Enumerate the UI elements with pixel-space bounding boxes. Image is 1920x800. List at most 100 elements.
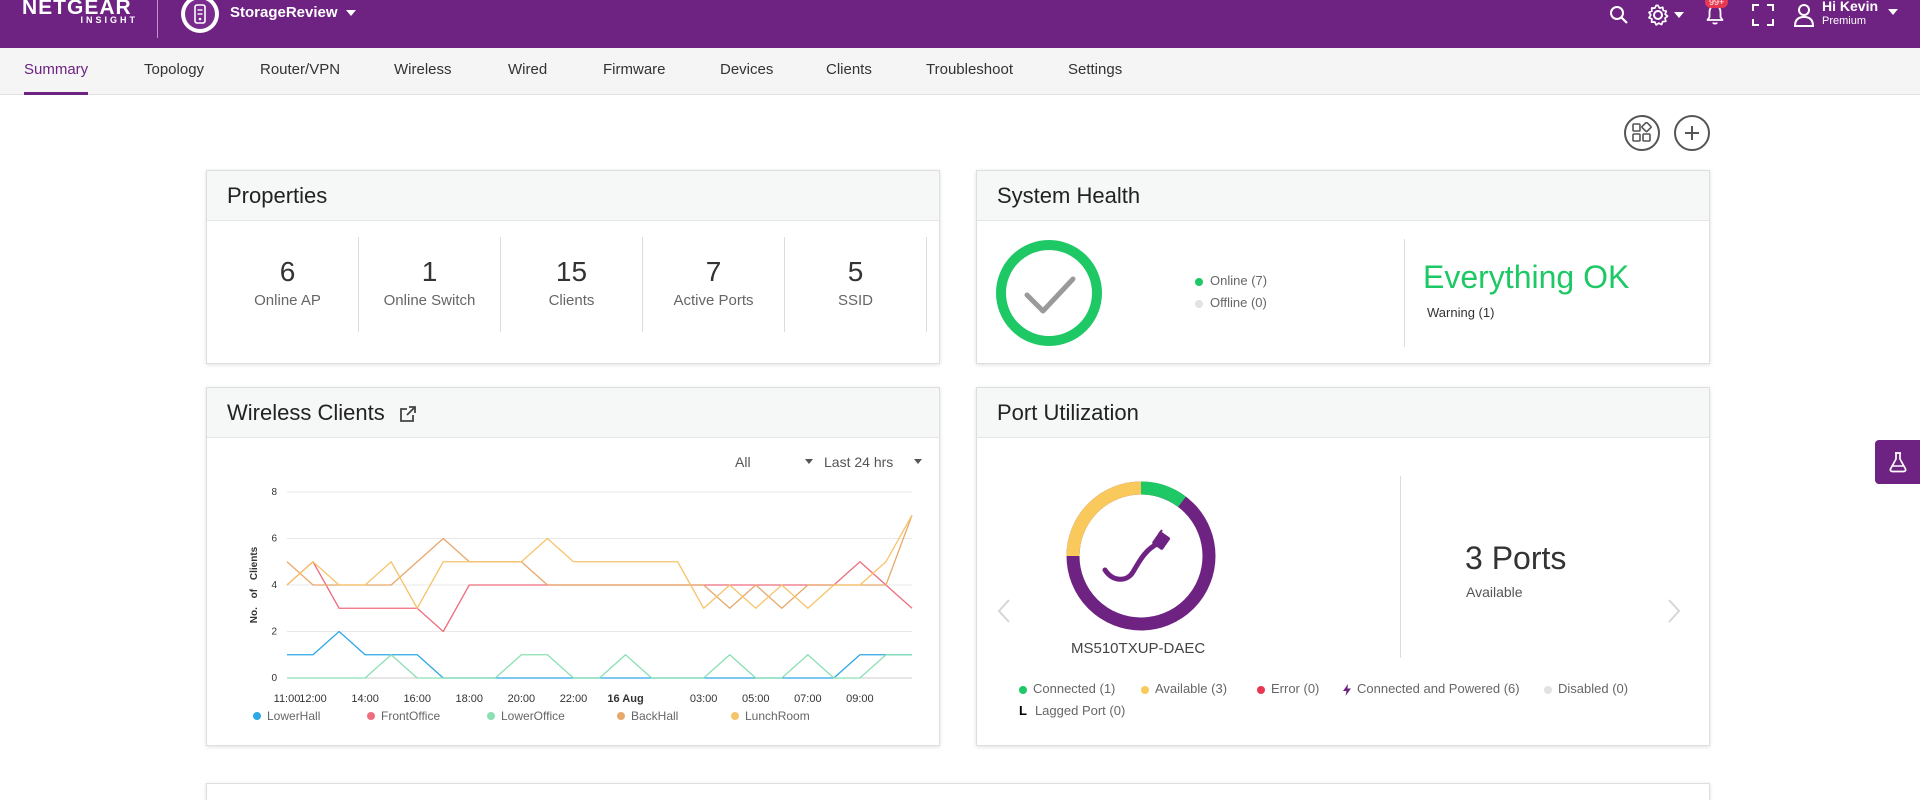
legend-available: Available (3) [1141, 681, 1227, 696]
x-tick-label: 05:00 [742, 693, 770, 705]
widget-layout-button[interactable] [1624, 115, 1660, 151]
chevron-down-icon [914, 459, 922, 464]
stat-label: Online AP [254, 292, 321, 309]
external-link-icon[interactable] [399, 405, 417, 423]
stat-clients[interactable]: 15 Clients [501, 237, 643, 332]
stat-label: Online Switch [383, 292, 476, 309]
x-tick-label: 09:00 [846, 693, 874, 705]
legend-dot [1141, 685, 1149, 694]
tab-wireless[interactable]: Wireless [394, 61, 452, 78]
series-line-lunchroom [286, 514, 913, 609]
legend-dot [731, 712, 739, 720]
port-utilization-card: Port Utilization MS510TXUP-DAEC 3 Ports … [976, 387, 1710, 746]
tab-troubleshoot[interactable]: Troubleshoot [926, 61, 1013, 78]
x-tick-label: 11:00 [274, 693, 301, 705]
plus-icon [1685, 126, 1699, 140]
legend-label: Error (0) [1271, 681, 1320, 696]
add-widget-button[interactable] [1674, 115, 1710, 151]
system-health-card: System Health Online (7) Offline (0) Eve… [976, 170, 1710, 364]
x-tick-label: 18:00 [456, 693, 484, 705]
network-selector[interactable]: StorageReview [230, 4, 356, 21]
gear-icon [1648, 4, 1669, 26]
network-name: StorageReview [230, 4, 338, 21]
legend-error: Error (0) [1257, 681, 1319, 696]
fullscreen-icon[interactable] [1750, 2, 1776, 28]
network-badge-icon[interactable] [181, 0, 219, 33]
stat-label: Clients [548, 292, 595, 309]
tab-devices[interactable]: Devices [720, 61, 774, 78]
legend-label: LowerHall [267, 709, 320, 723]
search-icon[interactable] [1607, 2, 1631, 28]
system-health-title: System Health [977, 171, 1709, 221]
y-tick-label: 6 [271, 534, 277, 545]
offline-count: Offline (0) [1210, 295, 1267, 310]
legend-dot [1544, 685, 1552, 694]
tab-firmware[interactable]: Firmware [603, 61, 666, 78]
chevron-left-icon[interactable] [997, 598, 1011, 624]
port-donut-chart[interactable] [1063, 478, 1219, 634]
checkmark-icon [1024, 276, 1076, 314]
stat-online-ap[interactable]: 6 Online AP [217, 237, 359, 332]
user-icon[interactable] [1792, 2, 1816, 28]
tab-topology[interactable]: Topology [144, 61, 205, 78]
stat-label: Active Ports [673, 292, 754, 309]
ap-filter-dropdown[interactable]: All [735, 454, 815, 470]
x-tick-label: 16 Aug [607, 693, 643, 705]
legend-connected: Connected (1) [1019, 681, 1115, 696]
header-divider [157, 0, 158, 38]
stat-online-switch[interactable]: 1 Online Switch [359, 237, 501, 332]
legend-label: Available (3) [1155, 681, 1228, 696]
stat-value: 1 [421, 256, 438, 287]
health-status: Everything OK [1423, 259, 1630, 295]
port-divider [1400, 476, 1401, 658]
netgear-insight-logo[interactable]: NETGEAR INSIGHT [22, 0, 140, 32]
time-range-value: Last 24 hrs [824, 454, 894, 470]
x-tick-label: 22:00 [560, 693, 588, 705]
x-tick-label: 03:00 [690, 693, 718, 705]
legend-label: Connected (1) [1033, 681, 1116, 696]
brand-name: NETGEAR [22, 0, 132, 19]
user-greeting[interactable]: Hi Kevin [1822, 0, 1879, 14]
stat-active-ports[interactable]: 7 Active Ports [643, 237, 785, 332]
online-dot [1195, 277, 1203, 286]
y-tick-label: 0 [271, 673, 277, 684]
chevron-right-icon[interactable] [1667, 598, 1681, 624]
stat-ssid[interactable]: 5 SSID [785, 237, 927, 332]
warning-count[interactable]: Warning (1) [1427, 305, 1495, 320]
chevron-down-icon [805, 459, 813, 464]
y-tick-label: 2 [271, 627, 277, 638]
tab-clients[interactable]: Clients [826, 61, 872, 78]
x-tick-label: 20:00 [508, 693, 536, 705]
beta-features-tab[interactable] [1875, 440, 1920, 484]
next-widget-card [206, 783, 1710, 800]
settings-menu[interactable] [1645, 2, 1685, 28]
tab-summary[interactable]: Summary [24, 48, 89, 95]
tab-wired[interactable]: Wired [508, 61, 548, 78]
y-tick-label: 4 [271, 580, 277, 591]
online-count: Online (7) [1210, 273, 1268, 288]
available-ports-count: 3 Ports [1465, 540, 1567, 576]
x-tick-label: 16:00 [403, 693, 431, 705]
time-range-dropdown[interactable]: Last 24 hrs [824, 454, 924, 470]
legend-label: BackHall [631, 709, 678, 723]
tab-settings[interactable]: Settings [1068, 61, 1123, 78]
tab-router-vpn[interactable]: Router/VPN [260, 61, 341, 78]
series-line-backhall [286, 515, 913, 609]
legend-label: Disabled (0) [1558, 681, 1629, 696]
properties-title: Properties [207, 171, 939, 221]
series-line-frontoffice [286, 561, 913, 633]
health-divider [1404, 239, 1405, 347]
stat-value: 15 [555, 256, 588, 287]
legend-dot [487, 712, 495, 720]
x-tick-label: 14:00 [351, 693, 379, 705]
user-plan: Premium [1822, 15, 1867, 27]
switch-device-name[interactable]: MS510TXUP-DAEC [1071, 640, 1206, 657]
ethernet-cable-icon [1102, 529, 1170, 582]
legend-label: Connected and Powered (6) [1357, 681, 1520, 696]
legend-dot [1019, 685, 1027, 694]
widgets-icon [1632, 122, 1652, 142]
wireless-clients-card: Wireless Clients All Last 24 hrs 0 2 4 6 8 No… [206, 387, 940, 746]
chevron-down-icon [1674, 12, 1684, 18]
chevron-down-icon[interactable] [1888, 9, 1898, 15]
y-axis-label: No. of Clients [249, 546, 260, 623]
